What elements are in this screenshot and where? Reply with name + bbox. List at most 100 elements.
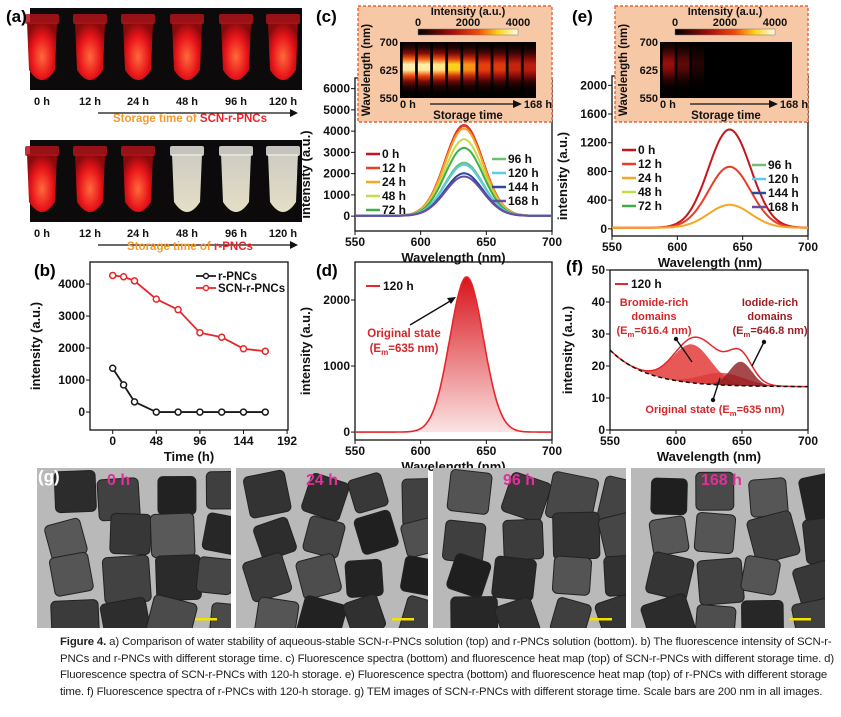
nanocube xyxy=(195,556,231,596)
scale-bar xyxy=(789,618,811,621)
nanocube xyxy=(343,593,387,628)
nanocube xyxy=(347,472,389,514)
component-bromide-rich-domains xyxy=(610,344,808,387)
vial xyxy=(27,22,57,80)
y-axis-label: intensity (a.u.) xyxy=(560,306,575,394)
tem-image-24h xyxy=(236,468,428,628)
heatmap-x-label: Storage time xyxy=(691,110,761,122)
heatmap-column-72 h xyxy=(721,42,734,98)
legend-label: r-PNCs xyxy=(218,271,257,283)
y-tick-label: 2000 xyxy=(323,293,350,307)
data-point xyxy=(119,381,128,389)
spectrum-120h xyxy=(609,336,808,388)
y-axis-label: intensity (a.u.) xyxy=(555,132,570,220)
y-axis-label: intensity (a.u.) xyxy=(298,307,313,395)
y-tick-label: 1600 xyxy=(580,107,607,121)
heatmap-column-120 h xyxy=(493,42,506,98)
legend-label: 0 h xyxy=(638,143,655,157)
y-tick-label: 2000 xyxy=(58,341,85,355)
heatmap-column-168 h xyxy=(779,42,792,98)
nanocube xyxy=(648,515,690,557)
data-point xyxy=(108,364,117,372)
heatmap-column-12 h xyxy=(417,42,431,98)
vial-cap xyxy=(219,14,253,24)
vial xyxy=(221,22,251,80)
legend-marker xyxy=(202,284,210,292)
storage-caption-bottom: Storage time of r-PNCs xyxy=(127,241,253,253)
y-tick-label: 10 xyxy=(592,391,606,405)
annotation-arrow xyxy=(675,338,693,363)
nanocube xyxy=(792,557,825,615)
legend-label: 168 h xyxy=(508,194,539,208)
data-point xyxy=(261,408,270,416)
y-tick-label: 1000 xyxy=(323,359,350,373)
vial-cap xyxy=(266,14,300,24)
spectrum-120h xyxy=(355,276,552,433)
x-axis-label: Time (h) xyxy=(164,449,214,464)
plot-frame xyxy=(354,261,553,441)
vial-cap xyxy=(25,146,59,156)
y-axis-label: intensity (a.u.) xyxy=(298,130,313,218)
panel-label-b: (b) xyxy=(34,261,56,280)
heatmap-x-label: Storage time xyxy=(433,110,503,122)
legend-label: 96 h xyxy=(768,158,792,172)
data-point xyxy=(152,295,161,303)
annotation-iodide-em: (Em=646.8 nm) xyxy=(732,325,807,339)
y-tick-label: 1000 xyxy=(323,188,350,202)
time-label: 120 h xyxy=(269,96,297,108)
legend-label: 168 h xyxy=(768,200,799,214)
colorbar xyxy=(674,28,776,36)
nanocube xyxy=(109,512,152,556)
panel-label-g: (g) xyxy=(38,467,60,486)
tem-image-0h xyxy=(37,468,231,628)
colorbar xyxy=(417,28,519,36)
time-label: 24 h xyxy=(127,228,149,240)
x-tick-label: 650 xyxy=(476,444,496,458)
nanocube xyxy=(353,509,399,555)
data-point xyxy=(130,398,139,406)
x-tick-label: 700 xyxy=(542,444,562,458)
legend-label: 12 h xyxy=(638,157,662,171)
vial-cap xyxy=(121,146,155,156)
heatmap-column-96 h xyxy=(478,42,491,98)
tem-time-label: 168 h xyxy=(701,472,742,489)
nanocube xyxy=(101,554,152,605)
y-tick-label: 0 xyxy=(343,425,350,439)
vial xyxy=(172,22,202,80)
arrow-head xyxy=(769,100,778,108)
data-point xyxy=(261,347,270,356)
x-tick-label: 192 xyxy=(277,434,297,448)
nanocube xyxy=(201,512,231,556)
x-tick-label: 550 xyxy=(345,444,365,458)
legend-label: 24 h xyxy=(638,171,662,185)
annotation-iodide-2: domains xyxy=(747,311,792,323)
nanocube xyxy=(242,552,293,603)
arrow-head xyxy=(673,336,679,342)
nanocube xyxy=(552,511,601,560)
data-point xyxy=(217,333,226,341)
arrow-head xyxy=(447,297,456,304)
y-tick-label: 400 xyxy=(587,193,607,207)
legend-label: 144 h xyxy=(768,186,799,200)
caption-title: Figure 4. xyxy=(60,636,107,648)
legend-label: 48 h xyxy=(638,185,662,199)
nanocube xyxy=(695,471,735,511)
vial-cap xyxy=(73,146,107,156)
nanocube xyxy=(491,555,537,602)
x-tick-label: 48 xyxy=(150,434,164,448)
storage-caption-top: Storage time of SCN-r-PNCs xyxy=(113,113,267,125)
time-label: 12 h xyxy=(79,228,101,240)
legend-label: 96 h xyxy=(508,152,532,166)
legend-marker xyxy=(202,272,210,280)
heatmap-column-168 h xyxy=(523,42,536,98)
heatmap-y-tick: 550 xyxy=(380,93,398,105)
nanocube xyxy=(696,557,745,606)
legend-label: 120 h xyxy=(383,279,414,293)
nanocube xyxy=(694,604,737,628)
time-label: 120 h xyxy=(269,228,297,240)
photo-background xyxy=(30,140,302,222)
colorbar-tick-label: 2000 xyxy=(713,17,737,29)
caption-text: a) Comparison of water stability of aque… xyxy=(60,636,834,698)
vial xyxy=(268,22,298,80)
x-tick-label: 600 xyxy=(411,235,431,249)
